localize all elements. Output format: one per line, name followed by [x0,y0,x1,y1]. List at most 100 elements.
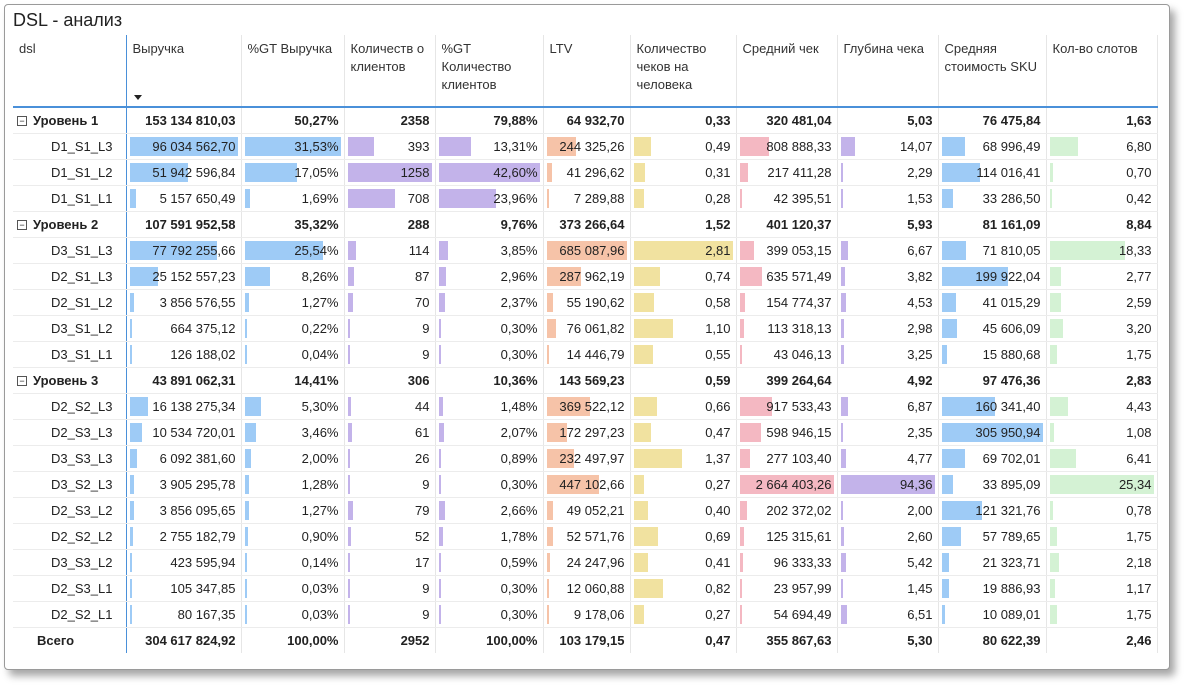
column-header-ltv[interactable]: LTV [543,35,631,107]
table-row[interactable]: D1_S1_L1 5 157 650,49 1,69% 708 23,96% 7 289,… [13,185,1158,212]
cell-gt-clients: 9,76% [435,211,544,238]
table-row[interactable]: D2_S1_L3 25 152 557,23 8,26% 87 2,96% 287 962… [13,263,1158,290]
cell-value: 33 286,50 [982,191,1041,206]
data-bar-revenue [129,293,134,312]
cell-value: 320 481,04 [766,113,832,128]
cell-slots: 8,84 [1046,211,1158,238]
column-header-clients[interactable]: Количеств о клиентов [344,35,436,107]
column-header-checks-per-person[interactable]: Количество чеков на человека [630,35,737,107]
column-header-dsl[interactable]: dsl [13,35,127,107]
row-label: D2_S3_L2 [51,503,113,518]
cell-value: 0,47 [705,425,731,440]
data-bar-clients [347,267,354,286]
column-header-avg-check[interactable]: Средний чек [736,35,838,107]
data-bar-revenue [129,319,132,338]
cell-avg-check: 23 957,99 [736,575,838,602]
data-bar-clients [347,475,350,494]
cell-value: 23 957,99 [773,581,832,596]
table-row[interactable]: D2_S1_L2 3 856 576,55 1,27% 70 2,37% 55 190,6… [13,289,1158,316]
table-row[interactable]: D2_S3_L3 10 534 720,01 3,46% 61 2,07% 172 297… [13,419,1158,446]
cell-value: 43 891 062,31 [152,373,236,388]
column-header-revenue[interactable]: Выручка [126,35,242,107]
table-row[interactable]: D2_S2_L2 2 755 182,79 0,90% 52 1,78% 52 571,7… [13,523,1158,550]
table-row[interactable]: D3_S1_L1 126 188,02 0,04% 9 0,30% 14 446,79 0,… [13,341,1158,368]
cell-checks-per-person: 0,59 [630,367,737,394]
cell-value: 9 178,06 [573,607,625,622]
column-header-gt-clients[interactable]: %GT Количество клиентов [435,35,544,107]
cell-revenue: 3 905 295,78 [126,471,242,498]
table-row[interactable]: D3_S3_L3 6 092 381,60 2,00% 26 0,89% 232 497,… [13,445,1158,472]
column-header-slots[interactable]: Кол-во слотов [1046,35,1158,107]
total-row[interactable]: Всего 304 617 824,92 100,00% 2952 100,00% 103… [13,627,1158,653]
cell-value: 3 905 295,78 [159,477,236,492]
table-row[interactable]: D3_S3_L2 423 595,94 0,14% 17 0,59% 24 247,96 0… [13,549,1158,576]
row-label: D3_S1_L1 [51,347,113,362]
data-bar-gt-revenue [244,267,270,286]
cell-value: 69 702,01 [982,451,1041,466]
cell-clients: 9 [344,575,436,602]
group-row[interactable]: − Уровень 1 153 134 810,03 50,27% 2358 79,88%… [13,107,1158,134]
cell-value: 664 375,12 [170,321,236,336]
table-body: − Уровень 1 153 134 810,03 50,27% 2358 79,88%… [13,107,1158,653]
cell-value: 143 569,23 [559,373,625,388]
column-header-gt-revenue[interactable]: %GT Выручка [241,35,345,107]
cell-gt-clients: 2,66% [435,497,544,524]
cell-value: 17 [415,555,430,570]
table-row[interactable]: D2_S2_L3 16 138 275,34 5,30% 44 1,48% 369 522… [13,393,1158,420]
table-row[interactable]: D1_S1_L3 96 034 562,70 31,53% 393 13,31% 244 … [13,133,1158,160]
cell-value: 355 867,63 [766,633,832,648]
cell-value: 79 [415,503,430,518]
cell-avg-check: 399 053,15 [736,237,838,264]
cell-value: 0,82 [705,581,731,596]
data-bar-check-depth [840,423,843,442]
data-bar-gt-clients [438,605,441,624]
table-row[interactable]: D2_S3_L1 105 347,85 0,03% 9 0,30% 12 060,88 0,… [13,575,1158,602]
data-bar-check-depth [840,475,935,494]
table-row[interactable]: D3_S2_L3 3 905 295,78 1,28% 9 0,30% 447 102,6… [13,471,1158,498]
table-row[interactable]: D2_S2_L1 80 167,35 0,03% 9 0,30% 9 178,06 0,27… [13,601,1158,628]
data-bar-clients [347,501,353,520]
cell-value: 305 950,94 [975,425,1041,440]
collapse-icon[interactable]: − [17,220,27,230]
data-bar-avg-sku-cost [941,293,956,312]
header-row: dsl Выручка %GT Выручка Количеств о клие… [13,35,1158,107]
table-row[interactable]: D3_S1_L2 664 375,12 0,22% 9 0,30% 76 061,82 1,… [13,315,1158,342]
cell-clients: 288 [344,211,436,238]
cell-value: 0,03% [301,581,339,596]
cell-value: 399 264,64 [766,373,832,388]
collapse-icon[interactable]: − [17,376,27,386]
data-bar-slots [1049,137,1078,156]
data-bar-ltv [546,241,627,260]
table-row[interactable]: D3_S1_L3 77 792 255,66 25,54% 114 3,85% 685 0… [13,237,1158,264]
data-bar-avg-sku-cost [941,397,995,416]
cell-value: 0,89% [500,451,538,466]
cell-value: 57 789,65 [982,529,1041,544]
column-header-check-depth[interactable]: Глубина чека [837,35,939,107]
group-row[interactable]: − Уровень 3 43 891 062,31 14,41% 306 10,36% 14… [13,367,1158,394]
cell-value: 2,46 [1126,633,1152,648]
cell-value: 369 522,12 [559,399,625,414]
cell-gt-revenue: 35,32% [241,211,345,238]
table-row[interactable]: D1_S1_L2 51 942 596,84 17,05% 1258 42,60% 41 … [13,159,1158,186]
cell-gt-clients: 79,88% [435,107,544,134]
cell-avg-check: 399 264,64 [736,367,838,394]
column-header-avg-sku-cost[interactable]: Средняя стоимость SKU [938,35,1047,107]
table-row[interactable]: D2_S3_L2 3 856 095,65 1,27% 79 2,66% 49 052,2… [13,497,1158,524]
cell-ltv: 49 052,21 [543,497,631,524]
cell-slots: 0,42 [1046,185,1158,212]
group-row[interactable]: − Уровень 2 107 591 952,58 35,32% 288 9,76% 37… [13,211,1158,238]
data-bar-slots [1049,293,1061,312]
data-bar-revenue [129,423,142,442]
cell-ltv: 232 497,97 [543,445,631,472]
collapse-icon[interactable]: − [17,116,27,126]
data-bar-revenue [129,397,148,416]
cell-value: 35,32% [294,217,339,232]
sort-desc-icon[interactable] [133,95,142,100]
data-bar-avg-sku-cost [941,553,949,572]
row-label-cell: D3_S1_L2 [13,315,127,342]
cell-value: 41 015,29 [982,295,1041,310]
data-bar-ltv [546,319,556,338]
data-bar-slots [1049,501,1053,520]
cell-ltv: 7 289,88 [543,185,631,212]
cell-value: 1,10 [705,321,731,336]
